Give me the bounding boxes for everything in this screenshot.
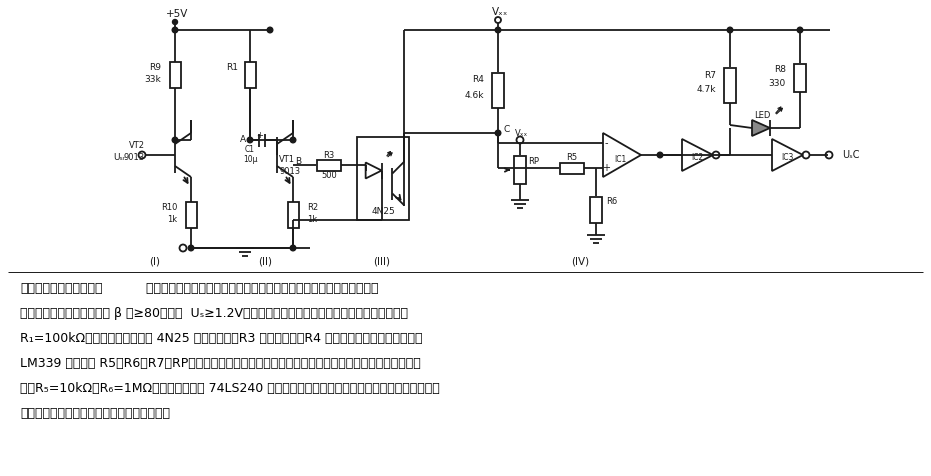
Text: 4.6k: 4.6k xyxy=(465,90,484,99)
Circle shape xyxy=(797,27,803,33)
Circle shape xyxy=(290,137,296,143)
Text: 9013: 9013 xyxy=(279,167,300,176)
Bar xyxy=(492,72,504,108)
Text: IC3: IC3 xyxy=(781,153,793,162)
Bar xyxy=(317,159,341,170)
Text: 4.7k: 4.7k xyxy=(696,86,716,95)
Bar xyxy=(185,202,196,228)
Text: 电路由放大电路、输入脉冲量缓冲、光耦及去抖电路、整形缓冲驱动电: 电路由放大电路、输入脉冲量缓冲、光耦及去抖电路、整形缓冲驱动电 xyxy=(138,282,379,295)
Text: Vₓₓ: Vₓₓ xyxy=(516,129,529,138)
Text: 测量、开关状态监控、限位开关监控等场合。: 测量、开关状态监控、限位开关监控等场合。 xyxy=(20,407,170,420)
Bar xyxy=(794,64,806,92)
Circle shape xyxy=(495,130,501,136)
Text: 500: 500 xyxy=(321,170,337,179)
Text: R4: R4 xyxy=(472,76,484,85)
Text: C1: C1 xyxy=(245,146,255,155)
Text: R7: R7 xyxy=(704,70,716,79)
Circle shape xyxy=(267,27,273,33)
Text: +: + xyxy=(602,163,610,173)
Bar xyxy=(288,202,299,228)
Text: R6: R6 xyxy=(606,198,617,207)
Circle shape xyxy=(188,245,194,251)
Text: 330: 330 xyxy=(769,79,786,88)
Text: UₛC: UₛC xyxy=(842,150,859,160)
Circle shape xyxy=(657,152,663,158)
Text: 路组成。放大电路三级管的 β 値≥80，要求  Uₛ≥1.2V（峦一峦値），脉冲量缓冲驱动电路为共集电路，: 路组成。放大电路三级管的 β 値≥80，要求 Uₛ≥1.2V（峦一峦値），脉冲量… xyxy=(20,307,408,320)
Circle shape xyxy=(495,27,501,33)
Text: R2: R2 xyxy=(307,202,318,211)
Text: 4N25: 4N25 xyxy=(371,208,395,217)
Text: R1: R1 xyxy=(226,62,238,71)
Text: +5V: +5V xyxy=(166,9,188,19)
Text: IC2: IC2 xyxy=(691,153,703,162)
Text: 扰，R₅=10kΩ，R₆=1MΩ。脉冲信号经用 74LS240 施密特总线驱动器整形后输出。本电路可应用于脉冲: 扰，R₅=10kΩ，R₆=1MΩ。脉冲信号经用 74LS240 施密特总线驱动器… xyxy=(20,382,439,395)
Text: B: B xyxy=(295,157,301,166)
Text: (I): (I) xyxy=(150,257,160,267)
Text: 10μ: 10μ xyxy=(243,155,257,163)
Text: +: + xyxy=(257,130,263,139)
Text: IC1: IC1 xyxy=(614,155,627,163)
Text: R10: R10 xyxy=(161,202,177,211)
Bar xyxy=(590,197,602,223)
Bar xyxy=(357,137,409,220)
Text: (III): (III) xyxy=(373,257,390,267)
Text: 1k: 1k xyxy=(307,216,317,225)
Text: -: - xyxy=(604,138,608,148)
Text: R₁=100kΩ。光耦去抖电路选用 4N25 光电隔离器，R3 是限流电阻，R4 是光敏二极管的负载电阻、由: R₁=100kΩ。光耦去抖电路选用 4N25 光电隔离器，R3 是限流电阻，R4… xyxy=(20,332,423,345)
Text: R5: R5 xyxy=(566,153,577,162)
Text: Vₓₓ: Vₓₓ xyxy=(492,7,508,17)
Bar xyxy=(514,156,526,184)
Text: R9: R9 xyxy=(149,62,161,71)
Circle shape xyxy=(248,137,253,143)
Text: 1k: 1k xyxy=(167,216,177,225)
Polygon shape xyxy=(752,120,770,136)
Circle shape xyxy=(172,27,178,33)
Circle shape xyxy=(290,245,296,251)
Text: A: A xyxy=(240,136,246,145)
Text: R3: R3 xyxy=(323,150,334,159)
Text: 9013: 9013 xyxy=(124,152,145,161)
Text: (IV): (IV) xyxy=(571,257,589,267)
Text: VT2: VT2 xyxy=(129,140,145,149)
Text: LED: LED xyxy=(754,110,770,119)
Bar xyxy=(245,62,255,88)
Text: 33k: 33k xyxy=(144,76,161,85)
Bar xyxy=(560,162,584,173)
Text: VT1: VT1 xyxy=(279,156,295,165)
Text: Uₛᵣ: Uₛᵣ xyxy=(113,152,125,161)
Text: RP: RP xyxy=(528,158,539,167)
Circle shape xyxy=(727,27,733,33)
Text: (II): (II) xyxy=(258,257,272,267)
Text: LM339 比较器和 R5、R6、R7、RP组成的电位滖后电平比较器，可消除光电耦合器内部噪声电压带来的干: LM339 比较器和 R5、R6、R7、RP组成的电位滖后电平比较器，可消除光电… xyxy=(20,357,421,370)
Bar xyxy=(724,68,736,102)
Text: R8: R8 xyxy=(774,66,786,75)
Text: 脉冲量输入信号调理电路: 脉冲量输入信号调理电路 xyxy=(20,282,102,295)
Bar xyxy=(169,62,181,88)
Circle shape xyxy=(172,20,178,24)
Circle shape xyxy=(172,137,178,143)
Text: C: C xyxy=(503,126,509,135)
